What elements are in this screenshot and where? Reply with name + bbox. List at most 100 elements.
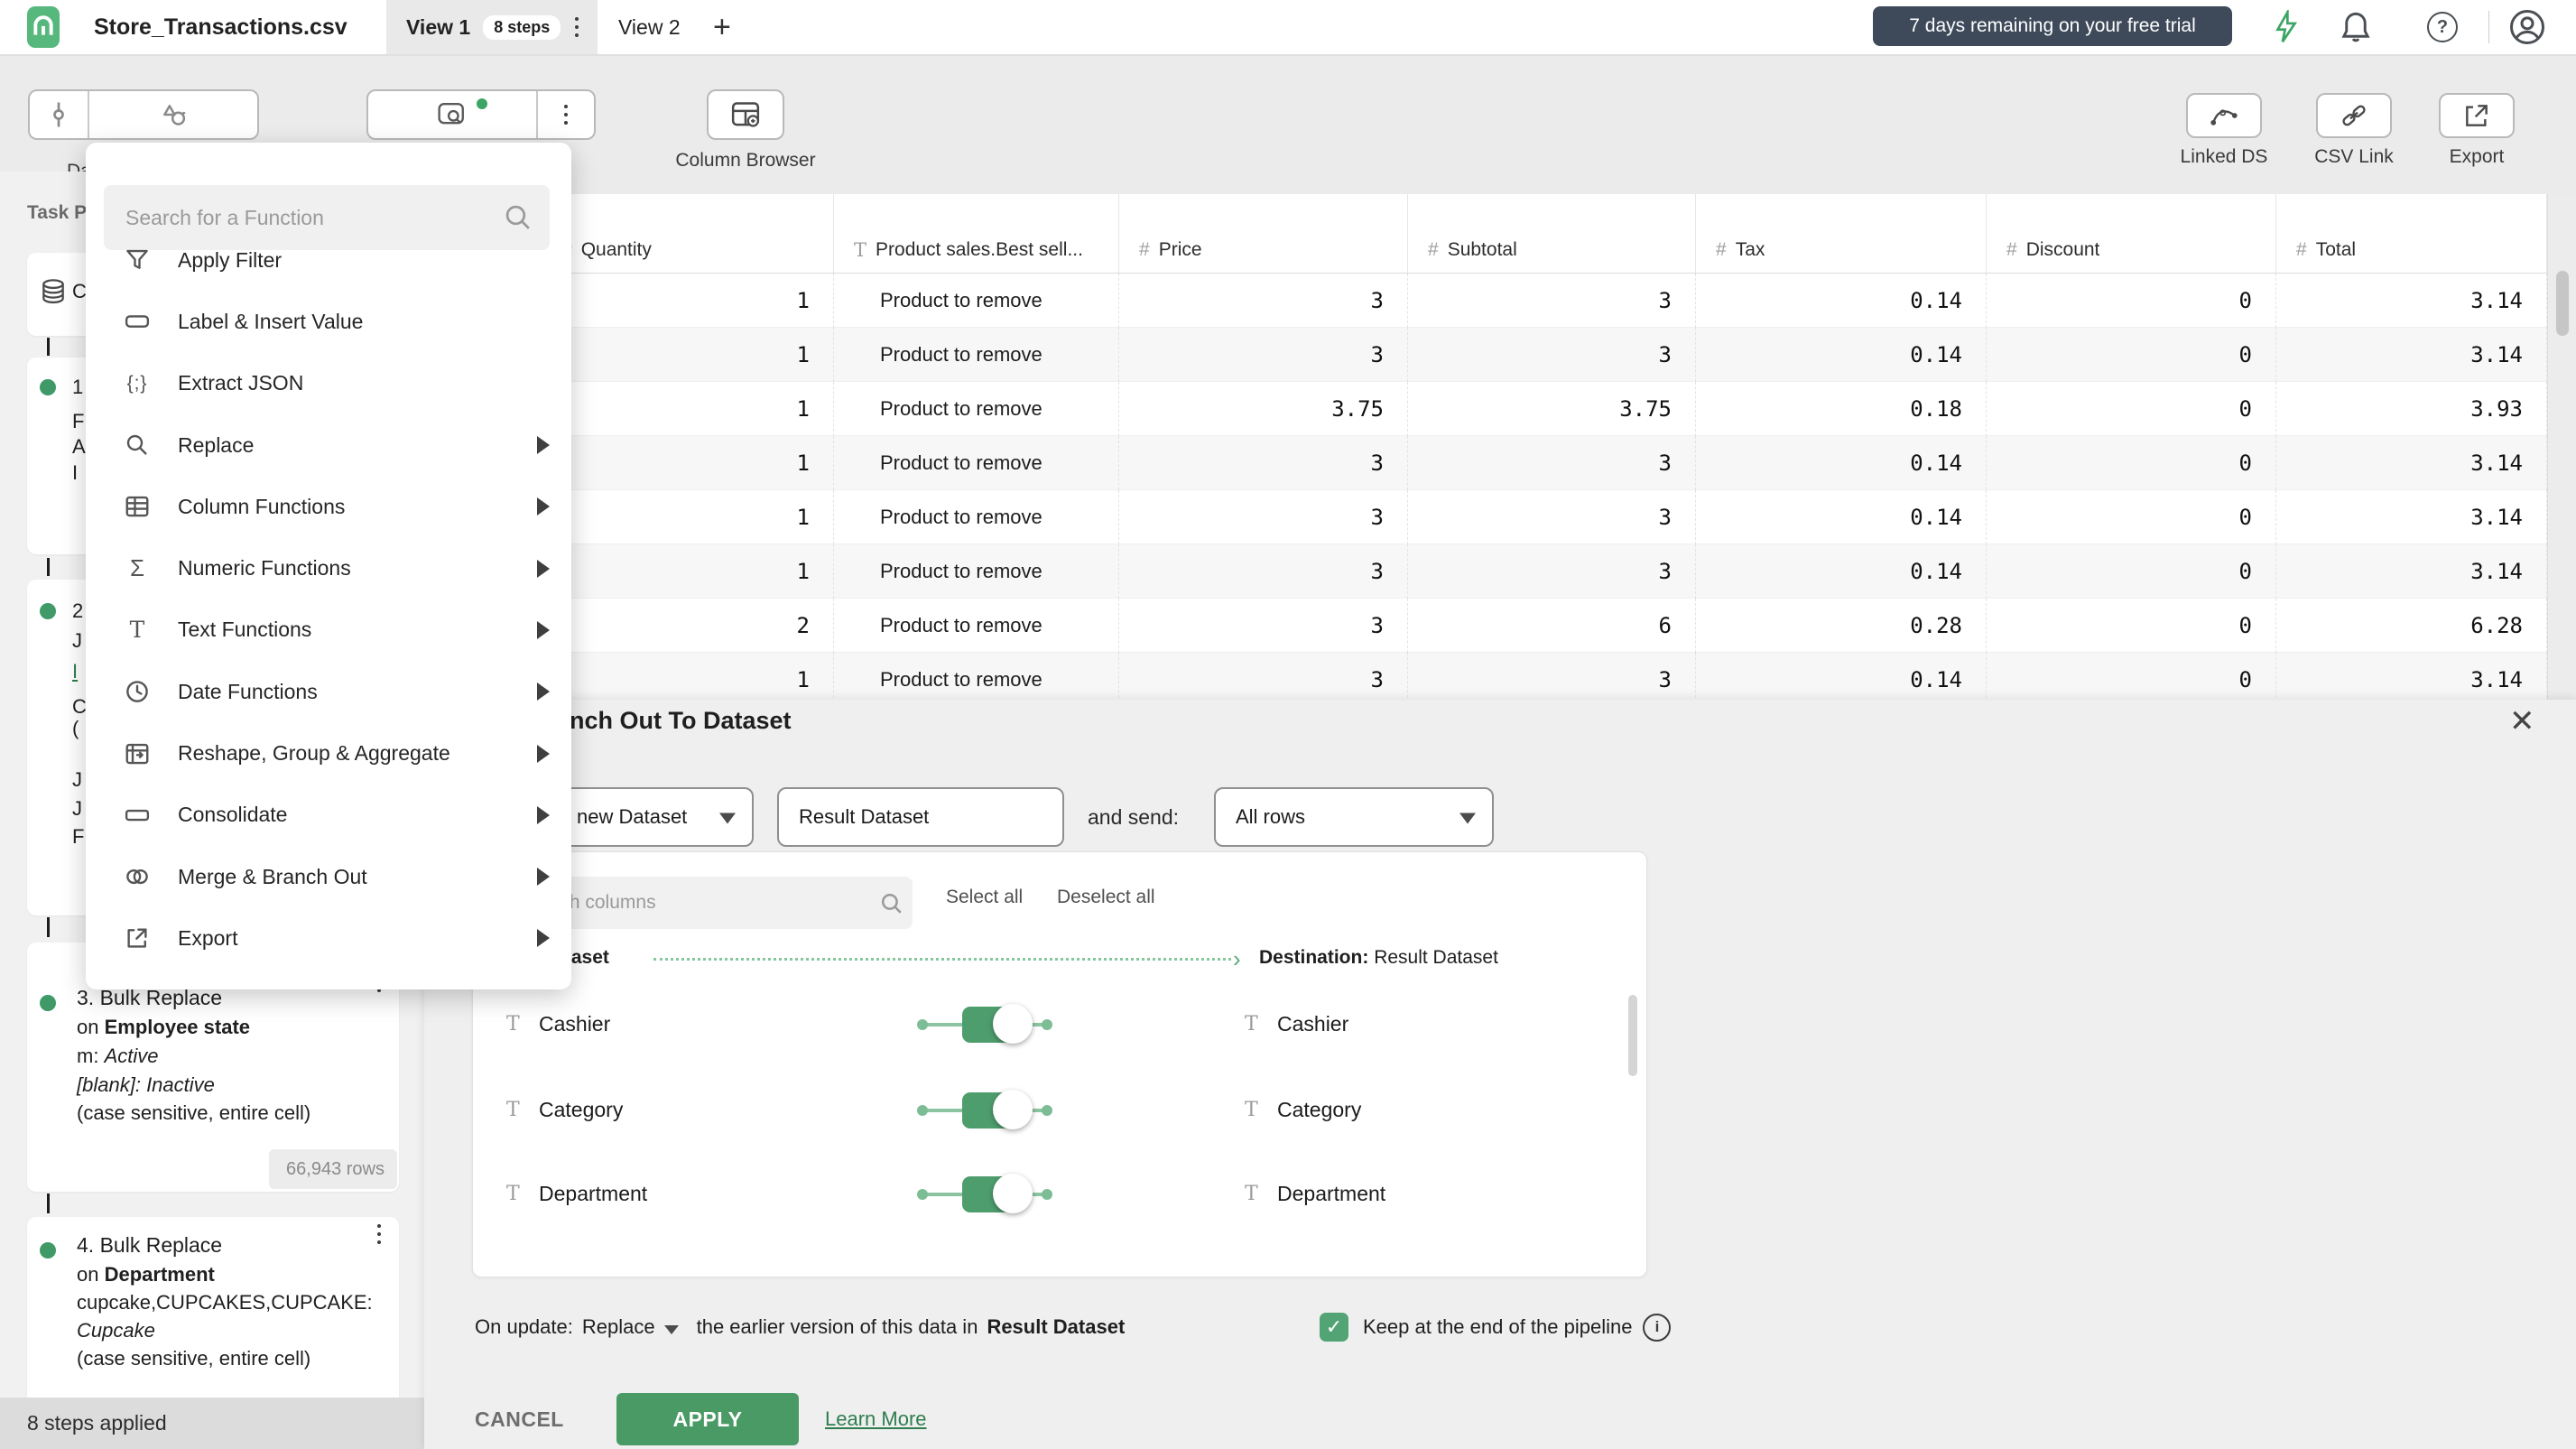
table-cell[interactable]: Product to remove xyxy=(834,544,1119,599)
tab-view-2[interactable]: View 2 xyxy=(618,0,681,54)
table-row[interactable]: 1Product to remove330.1403.14 xyxy=(424,436,2547,490)
csv-link-button[interactable] xyxy=(2316,93,2392,138)
column-header-subtotal[interactable]: #Subtotal xyxy=(1408,194,1696,274)
table-cell[interactable]: 3 xyxy=(1119,599,1408,653)
table-cell[interactable]: 0.14 xyxy=(1696,544,1987,599)
table-cell[interactable]: 0.14 xyxy=(1696,653,1987,700)
tab-options-icon[interactable] xyxy=(575,17,579,37)
table-row[interactable]: 1Product to remove330.1403.14 xyxy=(424,274,2547,328)
table-cell[interactable]: 3 xyxy=(1408,436,1696,490)
table-cell[interactable]: 3.14 xyxy=(2276,274,2547,328)
table-cell[interactable]: 0 xyxy=(1987,436,2276,490)
explore-options-icon[interactable] xyxy=(538,91,594,138)
table-cell[interactable]: 3 xyxy=(1119,328,1408,382)
table-cell[interactable]: 6.28 xyxy=(2276,599,2547,653)
learn-more-link[interactable]: Learn More xyxy=(825,1393,927,1445)
column-header-total[interactable]: #Total xyxy=(2276,194,2547,274)
table-row[interactable]: 1Product to remove330.1403.14 xyxy=(424,544,2547,599)
table-cell[interactable]: 2 xyxy=(542,599,834,653)
table-cell[interactable]: Product to remove xyxy=(834,328,1119,382)
table-scrollbar[interactable] xyxy=(2547,194,2576,700)
panel-scrollbar-thumb[interactable] xyxy=(1628,995,1637,1076)
table-cell[interactable]: 3 xyxy=(1408,328,1696,382)
column-toggle[interactable] xyxy=(917,1002,1052,1047)
table-cell[interactable]: 0 xyxy=(1987,490,2276,544)
table-cell[interactable]: Product to remove xyxy=(834,490,1119,544)
table-cell[interactable]: 1 xyxy=(542,544,834,599)
column-header-price[interactable]: #Price xyxy=(1119,194,1408,274)
column-header-discount[interactable]: #Discount xyxy=(1987,194,2276,274)
table-cell[interactable]: 0 xyxy=(1987,653,2276,700)
menu-item-merge-branch-out[interactable]: Merge & Branch Out xyxy=(86,846,571,907)
table-cell[interactable]: 0.18 xyxy=(1696,382,1987,436)
table-cell[interactable]: 3 xyxy=(1408,544,1696,599)
column-header-quantity[interactable]: #Quantity xyxy=(542,194,834,274)
table-row[interactable]: 1Product to remove330.1403.14 xyxy=(424,653,2547,700)
table-cell[interactable]: 0 xyxy=(1987,599,2276,653)
table-cell[interactable]: 3 xyxy=(1119,436,1408,490)
table-scrollbar-thumb[interactable] xyxy=(2556,271,2569,336)
table-cell[interactable]: 3 xyxy=(1408,653,1696,700)
menu-item-label-insert-value[interactable]: Label & Insert Value xyxy=(86,291,571,352)
export-button[interactable] xyxy=(2439,93,2515,138)
linked-ds-button[interactable] xyxy=(2186,93,2262,138)
keep-pipeline-checkbox[interactable]: ✓ xyxy=(1320,1313,1348,1342)
menu-item-replace[interactable]: Replace xyxy=(86,414,571,476)
on-update-mode-select[interactable]: Replace xyxy=(582,1315,655,1339)
column-browser-button[interactable] xyxy=(707,89,784,140)
deselect-all-link[interactable]: Deselect all xyxy=(1057,887,1155,908)
table-cell[interactable]: 3 xyxy=(1408,490,1696,544)
table-cell[interactable]: Product to remove xyxy=(834,436,1119,490)
table-cell[interactable]: 1 xyxy=(542,436,834,490)
table-cell[interactable]: 3.14 xyxy=(2276,490,2547,544)
table-cell[interactable]: 3.14 xyxy=(2276,436,2547,490)
table-cell[interactable]: 3.75 xyxy=(1119,382,1408,436)
menu-item-apply-filter[interactable]: Apply Filter xyxy=(86,229,571,291)
table-row[interactable]: 1Product to remove3.753.750.1803.93 xyxy=(424,382,2547,436)
table-cell[interactable]: 1 xyxy=(542,274,834,328)
table-cell[interactable]: 0 xyxy=(1987,274,2276,328)
column-header-tax[interactable]: #Tax xyxy=(1696,194,1987,274)
menu-item-numeric-functions[interactable]: ΣNumeric Functions xyxy=(86,537,571,599)
table-cell[interactable]: 1 xyxy=(542,653,834,700)
table-cell[interactable]: 0.14 xyxy=(1696,490,1987,544)
table-cell[interactable]: Product to remove xyxy=(834,653,1119,700)
table-cell[interactable]: 3 xyxy=(1119,274,1408,328)
table-cell[interactable]: 1 xyxy=(542,490,834,544)
table-cell[interactable]: 0.14 xyxy=(1696,328,1987,382)
column-toggle[interactable] xyxy=(917,1172,1052,1217)
table-cell[interactable]: 3 xyxy=(1408,274,1696,328)
table-cell[interactable]: 0 xyxy=(1987,544,2276,599)
step-4-card[interactable]: 4. Bulk Replace on Department cupcake,CU… xyxy=(27,1217,399,1407)
table-cell[interactable]: Product to remove xyxy=(834,274,1119,328)
menu-item-text-functions[interactable]: TText Functions xyxy=(86,599,571,661)
table-cell[interactable]: 0 xyxy=(1987,328,2276,382)
table-cell[interactable]: Product to remove xyxy=(834,382,1119,436)
column-header-product-sales-best-sell[interactable]: TProduct sales.Best sell... xyxy=(834,194,1119,274)
step-options-icon[interactable] xyxy=(377,1224,381,1244)
table-cell[interactable]: 3 xyxy=(1119,653,1408,700)
table-cell[interactable]: Product to remove xyxy=(834,599,1119,653)
add-view-button[interactable]: + xyxy=(713,0,731,54)
avatar-icon[interactable] xyxy=(2509,9,2545,45)
table-cell[interactable]: 3 xyxy=(1119,490,1408,544)
table-cell[interactable]: 3.14 xyxy=(2276,328,2547,382)
menu-item-column-functions[interactable]: Column Functions xyxy=(86,476,571,537)
table-row[interactable]: 2Product to remove360.2806.28 xyxy=(424,599,2547,653)
menu-item-reshape-group-aggregate[interactable]: Reshape, Group & Aggregate xyxy=(86,722,571,784)
apply-button[interactable]: APPLY xyxy=(616,1393,799,1445)
table-cell[interactable]: 3.93 xyxy=(2276,382,2547,436)
menu-item-date-functions[interactable]: Date Functions xyxy=(86,661,571,722)
table-cell[interactable]: 1 xyxy=(542,328,834,382)
column-toggle[interactable] xyxy=(917,1088,1052,1133)
menu-item-extract-json[interactable]: {;}Extract JSON xyxy=(86,353,571,414)
table-cell[interactable]: 3.14 xyxy=(2276,653,2547,700)
select-all-link[interactable]: Select all xyxy=(946,887,1023,908)
info-icon[interactable]: i xyxy=(1643,1314,1671,1342)
table-row[interactable]: 1Product to remove330.1403.14 xyxy=(424,328,2547,382)
explore-data-button[interactable] xyxy=(368,91,536,138)
menu-item-consolidate[interactable]: Consolidate xyxy=(86,785,571,846)
table-row[interactable]: 1Product to remove330.1403.14 xyxy=(424,490,2547,544)
table-cell[interactable]: 0.14 xyxy=(1696,436,1987,490)
rows-select[interactable]: All rows xyxy=(1214,787,1494,847)
